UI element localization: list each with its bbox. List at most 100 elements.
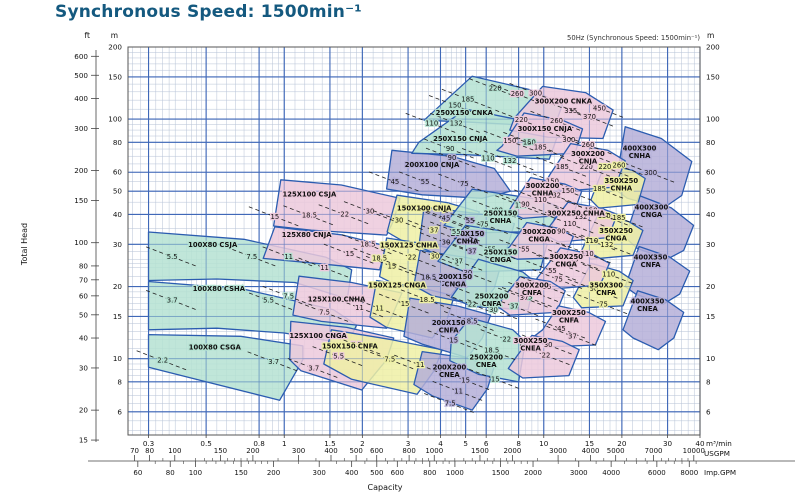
iso-power-line: [225, 246, 278, 268]
power-label: 45: [391, 178, 400, 186]
region-model-label: 200X150 CNGA: [438, 273, 472, 289]
iso-power-line: [247, 351, 300, 373]
iso-power-line: [298, 257, 351, 279]
iso-power-line: [469, 368, 522, 390]
power-label: 185: [461, 95, 474, 103]
power-label: 185: [556, 163, 569, 171]
power-label: 90: [557, 227, 566, 235]
power-label: 110: [581, 250, 594, 258]
iso-power-line: [248, 206, 301, 228]
power-label: 132: [503, 157, 516, 165]
power-label: 55: [521, 246, 530, 254]
iso-power-line: [554, 206, 608, 228]
power-label: 150: [449, 101, 462, 109]
iso-power-line: [491, 83, 544, 105]
usgpm-tick-label: 100: [168, 447, 181, 455]
power-label: 90: [494, 207, 503, 215]
impgpm-tick-label: 6000: [648, 469, 666, 477]
region-model-label: 150X125 CNGA: [368, 282, 426, 290]
power-label: 18.5: [484, 347, 499, 355]
region-model-label: 125X100 CNHA: [308, 296, 366, 304]
right-axis-unit-m: m: [707, 31, 714, 40]
region-model-label: 250X200 CNFA: [475, 293, 509, 309]
power-label: 30: [431, 252, 440, 260]
power-label: 150: [523, 138, 536, 146]
iso-power-line: [526, 260, 579, 282]
iso-power-line: [402, 267, 455, 288]
power-label: 45: [524, 293, 533, 301]
power-label: 260: [511, 90, 524, 98]
iso-power-line: [419, 273, 473, 295]
power-label: 15: [346, 250, 355, 258]
iso-power-line: [469, 78, 522, 100]
power-label: 15: [401, 300, 410, 308]
usgpm-tick-label: 2000: [503, 447, 521, 455]
iso-power-line: [565, 230, 618, 252]
power-label: 30: [442, 239, 451, 247]
power-label: 132: [450, 119, 463, 127]
iso-power-line: [441, 262, 495, 284]
iso-power-line: [441, 88, 495, 110]
power-label: 75: [480, 221, 489, 229]
impgpm-tick-label: 800: [423, 469, 436, 477]
power-label: 220: [598, 163, 611, 171]
ft-tick-label: 40: [79, 334, 89, 343]
iso-power-line: [573, 97, 626, 119]
power-label: 7.5: [319, 308, 330, 316]
m-tick-label-left: 30: [113, 240, 123, 249]
region-model-label: 300X250 CNHA: [547, 210, 605, 218]
iso-power-line: [425, 147, 479, 169]
iso-power-line: [541, 180, 595, 202]
iso-power-line: [580, 234, 633, 256]
power-label: 220: [489, 85, 502, 93]
region-model-label: 400X350 CNFA: [634, 254, 668, 270]
m-tick-label-left: 40: [113, 210, 123, 219]
iso-power-line: [467, 299, 520, 321]
power-label: 18.5: [462, 317, 477, 325]
power-label: 7.5: [351, 341, 362, 349]
iso-power-line: [353, 298, 406, 319]
power-label: 30: [489, 306, 498, 314]
iso-power-line: [242, 290, 295, 311]
power-label: 18.5: [419, 296, 434, 304]
power-label: 110: [563, 220, 576, 228]
power-label: 110: [482, 154, 495, 162]
iso-power-line: [343, 201, 397, 222]
power-label: 11: [375, 304, 384, 312]
iso-power-line: [394, 354, 447, 376]
region-model-label: 150X100 CNJA: [397, 204, 452, 212]
impgpm-tick-label: 1500: [492, 469, 510, 477]
iso-power-line: [458, 214, 511, 235]
power-label: 5.5: [167, 253, 178, 261]
iso-power-line: [561, 134, 615, 156]
x-unit-usgpm: USGPM: [704, 449, 730, 458]
m-tick-label-right: 150: [706, 72, 720, 81]
iso-power-line: [465, 239, 518, 261]
power-label: 11: [284, 253, 293, 261]
frequency-note: 50Hz (Synchronous Speed: 1500min⁻¹): [567, 34, 700, 42]
power-label: 55: [466, 217, 475, 225]
iso-power-line: [461, 148, 515, 169]
region-model-label: 200X100 CNJA: [405, 161, 460, 169]
power-label: 7.5: [246, 253, 257, 261]
region-labels: 5.5 7.5 11 100X80 CSJA 3.7 5.5 7.5 100X80 CSHA 2…: [136, 78, 677, 414]
iso-power-line: [503, 131, 556, 153]
region-model-label: 125X100 CNGA: [289, 332, 347, 340]
region-model-label: 400X350 CNEA: [631, 297, 665, 313]
power-label: 300: [529, 89, 542, 97]
iso-power-line: [385, 247, 439, 269]
region-model-label: 250X150 CNJA: [433, 135, 488, 143]
power-label: 22: [442, 280, 451, 288]
m-tick-label-left: 6: [117, 407, 122, 416]
power-label: 55: [452, 228, 461, 236]
iso-power-line: [439, 370, 492, 391]
ft-tick-label: 300: [74, 124, 88, 133]
m-tick-label-left: 150: [108, 72, 122, 81]
usgpm-tick-label: 3000: [549, 447, 567, 455]
region-model-label: 300X200 CNGA: [522, 228, 556, 244]
iso-power-line: [578, 156, 632, 178]
power-label: 3.7: [167, 296, 178, 304]
power-label: 90: [590, 285, 599, 293]
power-label: 90: [446, 145, 455, 153]
x-tick-label: 40: [695, 439, 705, 448]
